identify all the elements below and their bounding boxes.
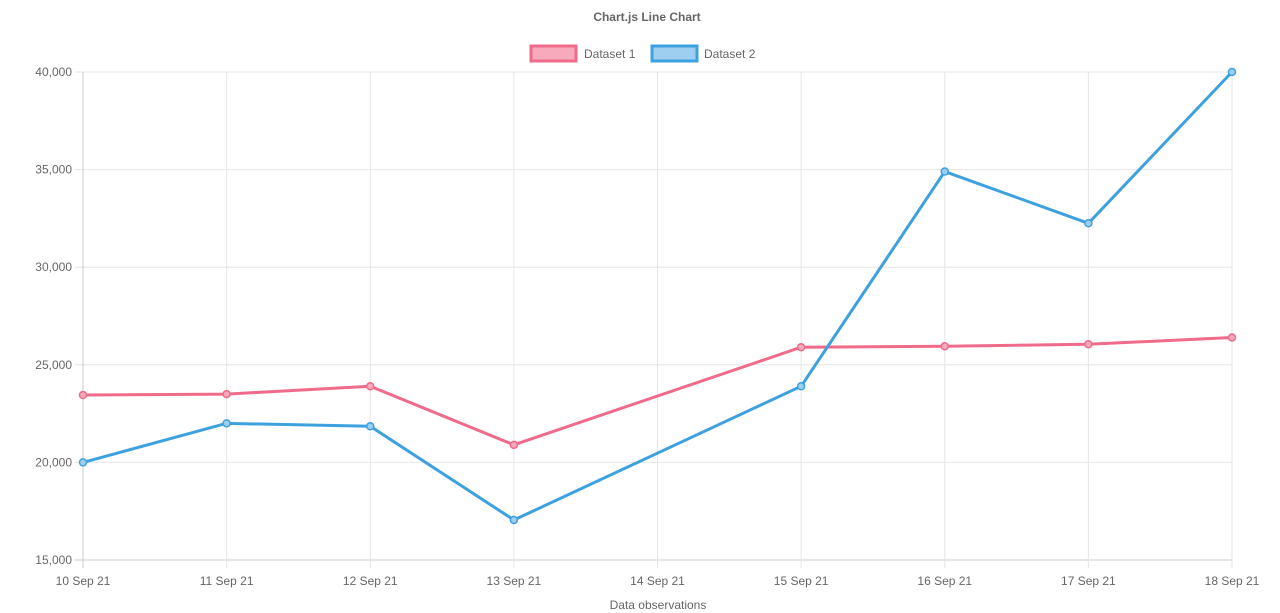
- chart-series: [78, 67, 1237, 525]
- x-tick-label: 16 Sep 21: [917, 574, 972, 588]
- data-point: [796, 382, 806, 391]
- data-point: [940, 167, 949, 176]
- x-tick-label: 17 Sep 21: [1061, 574, 1116, 588]
- data-point: [1084, 219, 1093, 228]
- data-point: [509, 515, 519, 525]
- data-point: [78, 390, 88, 400]
- x-tick-label: 14 Sep 21: [630, 574, 685, 588]
- x-tick-label: 12 Sep 21: [343, 574, 398, 588]
- x-axis-label: Data observations: [610, 598, 707, 612]
- y-tick-label: 25,000: [35, 358, 72, 372]
- data-point: [1227, 67, 1237, 77]
- x-tick-label: 18 Sep 21: [1205, 574, 1260, 588]
- x-tick-label: 13 Sep 21: [487, 574, 542, 588]
- y-tick-label: 15,000: [35, 553, 72, 567]
- series-1: [78, 333, 1237, 450]
- y-tick-label: 30,000: [35, 260, 72, 274]
- series-line: [82, 70, 1234, 522]
- data-point: [222, 389, 231, 399]
- data-point: [366, 382, 375, 391]
- legend-label: Dataset 1: [584, 47, 636, 61]
- chart-grid: [75, 71, 1233, 568]
- y-tick-label: 35,000: [35, 163, 72, 177]
- chart-title: Chart.js Line Chart: [593, 10, 700, 24]
- x-tick-label: 15 Sep 21: [774, 574, 829, 588]
- legend-swatch: [529, 44, 578, 63]
- series-line: [82, 335, 1233, 447]
- y-axis: 15,000 20,000 25,000 30,000 35,000 40,000: [35, 65, 72, 567]
- legend-item-2: Dataset 2: [650, 44, 756, 63]
- x-axis: 10 Sep 21 11 Sep 21 12 Sep 21 13 Sep 21 14 S…: [56, 574, 1260, 588]
- data-point: [1227, 333, 1237, 342]
- data-point: [78, 458, 88, 467]
- y-tick-label: 20,000: [35, 455, 72, 469]
- y-tick-label: 40,000: [35, 65, 72, 79]
- x-tick-label: 10 Sep 21: [56, 574, 111, 588]
- series-2: [78, 67, 1237, 525]
- legend-label: Dataset 2: [704, 47, 756, 61]
- x-tick-label: 11 Sep 21: [200, 574, 254, 588]
- legend-item-1: Dataset 1: [529, 44, 636, 63]
- legend-swatch: [650, 44, 699, 63]
- data-point: [222, 419, 231, 428]
- data-point: [796, 342, 806, 352]
- data-point: [366, 422, 375, 431]
- chart-legend: Dataset 1 Dataset 2: [529, 44, 756, 63]
- data-point: [1084, 340, 1093, 349]
- data-point: [940, 342, 949, 351]
- data-point: [509, 440, 519, 450]
